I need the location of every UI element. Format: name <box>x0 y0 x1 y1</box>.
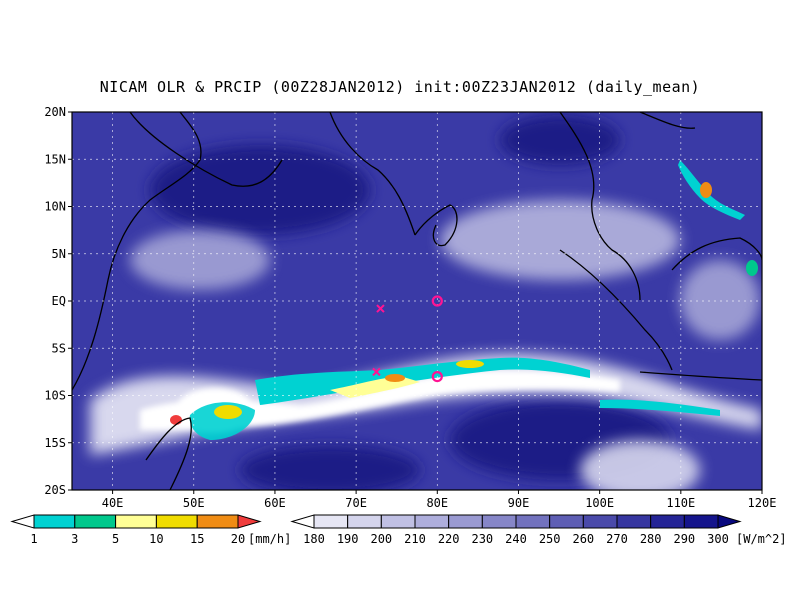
circle-marker <box>431 295 443 307</box>
colorbar-box <box>347 514 382 529</box>
colorbar-label: 220 <box>438 532 460 546</box>
colorbar-box <box>650 514 685 529</box>
colorbar-label: 200 <box>370 532 392 546</box>
colorbar-box <box>380 514 416 529</box>
colorbar-label: 280 <box>640 532 662 546</box>
map-title: NICAM OLR & PRCIP (00Z28JAN2012) init:00… <box>99 78 701 96</box>
colorbar-unit: [mm/h] <box>248 532 291 546</box>
colorbar-box <box>33 514 76 529</box>
colorbar-left-arrow <box>10 514 35 529</box>
lat-tick-label: 15N <box>44 152 66 166</box>
lat-tick-label: 10S <box>44 389 66 403</box>
colorbar-label: 10 <box>149 532 163 546</box>
colorbar-label: 250 <box>539 532 561 546</box>
colorbar-label: 20 <box>231 532 245 546</box>
markers <box>372 295 443 383</box>
lat-tick-label: 20S <box>44 483 66 497</box>
lon-tick-label: 70E <box>345 496 367 510</box>
colorbar-label: 3 <box>71 532 78 546</box>
lat-tick-label: 15S <box>44 436 66 450</box>
colorbar-box <box>313 514 349 529</box>
colorbar-box <box>549 514 584 529</box>
colorbar-box <box>481 514 517 529</box>
lon-tick-label: 120E <box>748 496 777 510</box>
colorbar-label: 290 <box>673 532 695 546</box>
colorbar-right-arrow <box>717 514 742 529</box>
lat-tick-label: 20N <box>44 105 66 119</box>
colorbar-box <box>196 514 239 529</box>
cross-marker <box>372 367 381 377</box>
colorbar-left-arrow <box>290 514 315 529</box>
colorbar-box <box>616 514 652 529</box>
lat-tick-label: EQ <box>52 294 66 308</box>
colorbar-box <box>414 514 450 529</box>
colorbar-label: 240 <box>505 532 527 546</box>
colorbar-label: 180 <box>303 532 325 546</box>
colorbar-label: 5 <box>112 532 119 546</box>
colorbar-unit: [W/m^2] <box>736 532 787 546</box>
lon-tick-label: 50E <box>183 496 205 510</box>
colorbar-box <box>582 514 618 529</box>
colorbar-box <box>74 514 117 529</box>
colorbar-label: 270 <box>606 532 628 546</box>
colorbar-label: 15 <box>190 532 204 546</box>
colorbar-label: 210 <box>404 532 426 546</box>
coastlines <box>72 112 762 490</box>
lon-axis: 40E 50E 60E 70E 80E 90E 100E 110E 120E <box>102 490 777 510</box>
colorbar-box <box>683 514 719 529</box>
cross-marker <box>376 304 385 313</box>
colorbar-box <box>115 514 157 529</box>
lon-tick-label: 40E <box>102 496 124 510</box>
lon-tick-label: 100E <box>585 496 614 510</box>
colorbar-right-arrow <box>237 514 262 529</box>
precip-patches <box>170 160 758 440</box>
circle-marker <box>431 371 443 383</box>
olr-colorbar: 180 190 200 210 220 230 240 250 260 270 280 290 300 [… <box>290 514 787 546</box>
lat-tick-label: 10N <box>44 200 66 214</box>
lat-tick-label: 5S <box>52 341 66 355</box>
colorbar-box <box>448 514 483 529</box>
lon-tick-label: 90E <box>508 496 530 510</box>
colorbar-label: 190 <box>337 532 359 546</box>
gridlines <box>72 112 762 490</box>
colorbar-label: 260 <box>572 532 594 546</box>
lon-tick-label: 60E <box>264 496 286 510</box>
colorbar-label: 300 <box>707 532 729 546</box>
plot-area <box>72 112 762 490</box>
colorbar-box <box>155 514 198 529</box>
precip-colorbar: 1 3 5 10 15 20 [mm/h] <box>10 514 291 546</box>
lon-tick-label: 80E <box>426 496 448 510</box>
colorbar-label: 230 <box>471 532 493 546</box>
lat-axis: 20N 15N 10N 5N EQ 5S 10S 15S 20S <box>44 105 72 497</box>
lat-tick-label: 5N <box>52 247 66 261</box>
colorbar-label: 1 <box>30 532 37 546</box>
lon-tick-label: 110E <box>666 496 695 510</box>
colorbar-box <box>515 514 551 529</box>
